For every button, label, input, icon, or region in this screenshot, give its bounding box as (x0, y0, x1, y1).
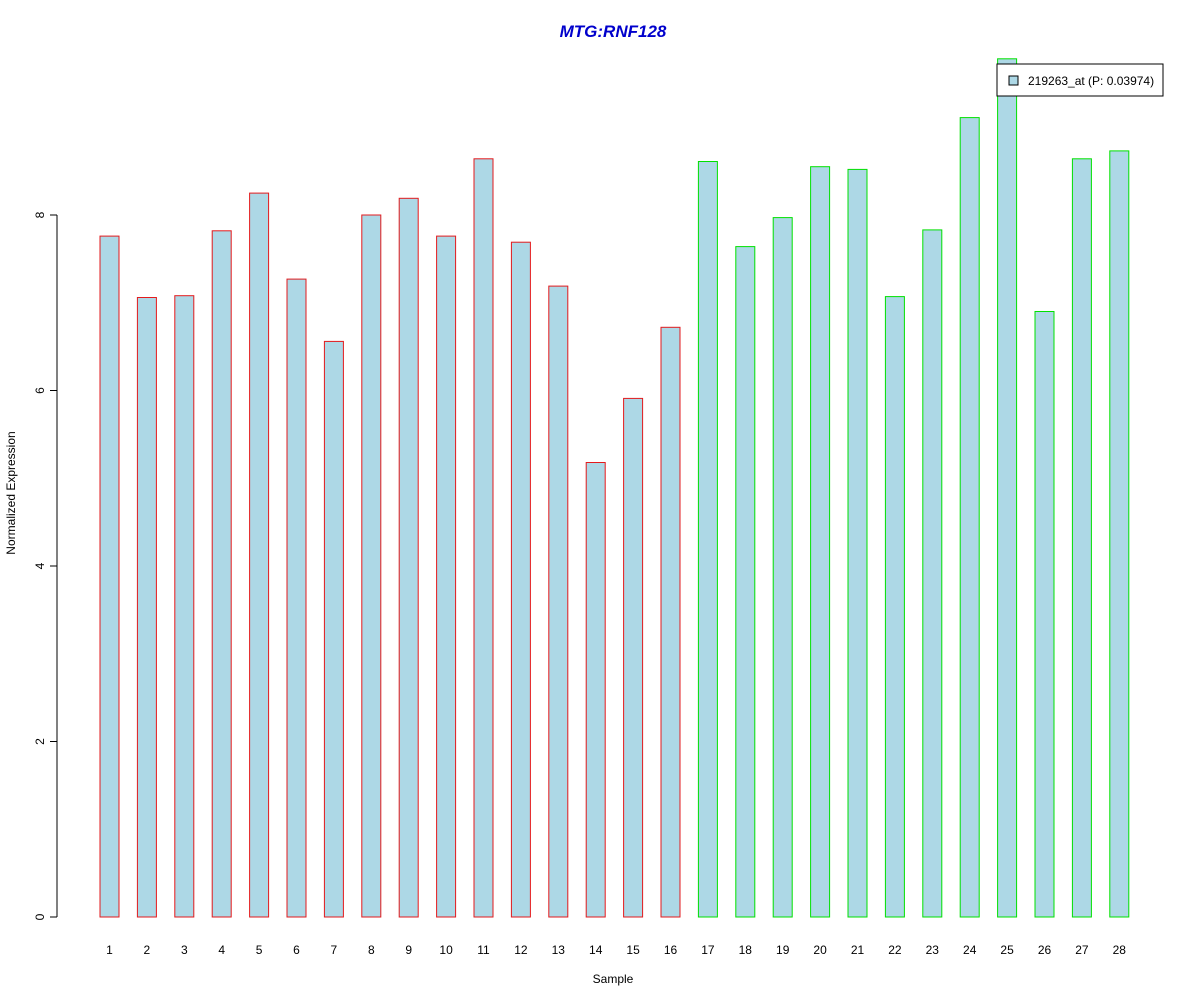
bar-sample-22 (884, 296, 905, 918)
legend-label: 219263_at (P: 0.03974) (1028, 74, 1154, 88)
x-tick-label: 4 (218, 943, 225, 957)
bar-sample-11 (473, 158, 494, 918)
bar-sample-26 (1034, 311, 1055, 918)
x-tick-label: 21 (851, 943, 865, 957)
x-tick-label: 5 (256, 943, 263, 957)
bar-sample-12 (510, 241, 531, 918)
legend-box (996, 63, 1164, 97)
bar-sample-13 (548, 285, 569, 918)
x-tick-label: 13 (552, 943, 566, 957)
x-tick-label: 16 (664, 943, 678, 957)
x-tick-label: 20 (813, 943, 827, 957)
bar-sample-6 (286, 278, 307, 918)
x-tick-label: 27 (1075, 943, 1089, 957)
bar-sample-3 (174, 295, 195, 918)
y-axis-label: Normalized Expression (4, 431, 18, 554)
bar-sample-5 (249, 192, 270, 918)
bar-sample-1 (99, 235, 120, 918)
x-tick-label: 26 (1038, 943, 1052, 957)
x-tick-label: 6 (293, 943, 300, 957)
bar-sample-7 (323, 340, 344, 918)
x-tick-label: 25 (1000, 943, 1014, 957)
y-tick-label: 2 (33, 738, 47, 745)
bar-sample-24 (959, 117, 980, 918)
y-axis: 0 2 4 6 8 (33, 211, 58, 920)
bar-sample-20 (810, 166, 831, 918)
x-tick-label: 7 (331, 943, 338, 957)
x-tick-label: 18 (739, 943, 753, 957)
x-tick-label: 9 (405, 943, 412, 957)
y-tick-label: 6 (33, 387, 47, 394)
x-tick-label: 3 (181, 943, 188, 957)
y-tick-label: 0 (33, 913, 47, 920)
x-tick-label: 11 (477, 943, 490, 957)
x-tick-label: 22 (888, 943, 902, 957)
bar-sample-27 (1071, 158, 1092, 918)
bar-sample-17 (697, 161, 718, 918)
bar-sample-16 (660, 326, 681, 918)
bar-sample-8 (361, 214, 382, 918)
bars (99, 58, 1130, 918)
bar-sample-4 (211, 230, 232, 918)
bar-sample-10 (436, 235, 457, 918)
x-tick-label: 19 (776, 943, 790, 957)
x-tick-label: 28 (1113, 943, 1127, 957)
x-axis-label: Sample (593, 972, 634, 986)
bar-sample-2 (136, 297, 157, 918)
bar-sample-28 (1109, 150, 1130, 918)
bar-sample-21 (847, 168, 868, 918)
chart-title: MTG:RNF128 (560, 22, 667, 41)
bar-sample-23 (922, 229, 943, 918)
bar-sample-9 (398, 197, 419, 918)
y-tick-label: 4 (33, 562, 47, 569)
legend: 219263_at (P: 0.03974) (996, 63, 1164, 97)
x-tick-label: 17 (701, 943, 715, 957)
bar-sample-25 (997, 58, 1018, 918)
x-tick-label: 1 (106, 943, 113, 957)
x-axis-tick-labels: 1 2 3 4 5 6 7 8 9 10 11 12 13 14 15 16 17 18 19 20 21 22 23 24 2… (106, 943, 1126, 957)
x-tick-label: 14 (589, 943, 603, 957)
x-tick-label: 12 (514, 943, 528, 957)
x-tick-label: 24 (963, 943, 977, 957)
y-tick-label: 8 (33, 211, 47, 218)
bar-sample-15 (623, 397, 644, 918)
bar-sample-19 (772, 217, 793, 918)
legend-swatch (1008, 75, 1019, 86)
bar-sample-14 (585, 462, 606, 918)
x-tick-label: 23 (926, 943, 940, 957)
bar-sample-18 (735, 246, 756, 918)
x-tick-label: 2 (144, 943, 151, 957)
x-tick-label: 15 (626, 943, 640, 957)
x-tick-label: 10 (439, 943, 453, 957)
x-tick-label: 8 (368, 943, 375, 957)
